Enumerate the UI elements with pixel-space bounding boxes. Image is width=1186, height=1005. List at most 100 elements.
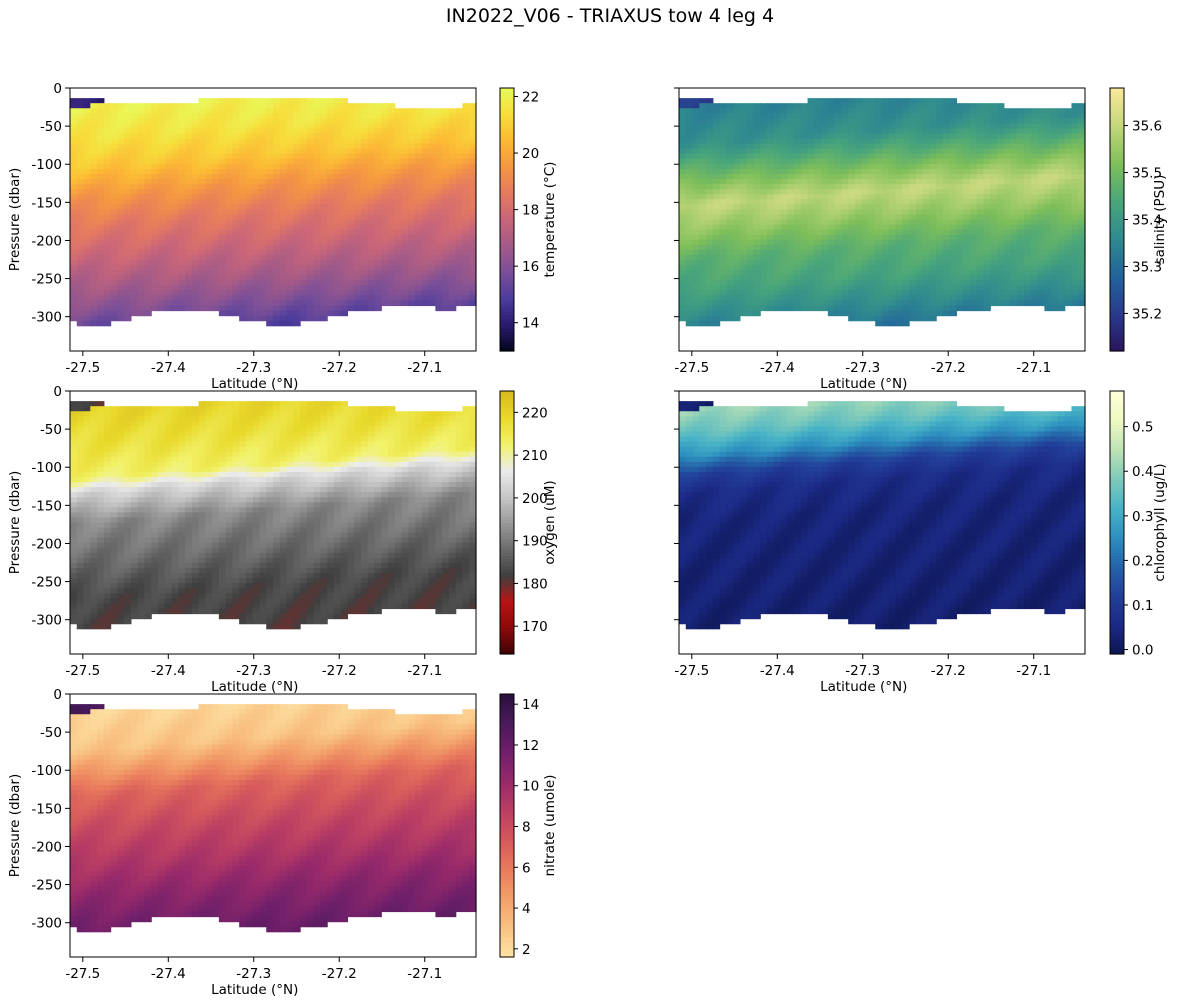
y-axis-label: Pressure (dbar) [7, 168, 23, 271]
colorbar-tick-label: 14 [522, 316, 539, 332]
colorbar-tick-label: 6 [522, 860, 531, 876]
y-axis-label: Pressure (dbar) [7, 774, 23, 877]
colorbar-tick-label: 35.5 [1132, 166, 1162, 182]
x-tick-label: -27.4 [760, 663, 795, 679]
heatmap-field [679, 98, 1086, 327]
colorbar-tick-label: 35.6 [1132, 119, 1162, 135]
colorbar-tick-label: 8 [522, 820, 531, 836]
y-tick-label: -100 [31, 460, 62, 476]
heatmap-field [70, 704, 477, 933]
y-tick-label: -200 [31, 536, 62, 552]
panel-temperature: -27.5 -27.4 -27.3 -27.2 -27.1 0 -50 -100 -150 -20… [7, 81, 558, 392]
colorbar-label: nitrate (umole) [542, 775, 558, 877]
panel-nitrate: -27.5 -27.4 -27.3 -27.2 -27.1 0 -50 -100 -150 -20… [7, 687, 558, 998]
panels: -27.5 -27.4 -27.3 -27.2 -27.1 0 -50 -100 -150 -20… [7, 81, 1168, 998]
colorbar-tick-label: 12 [522, 738, 539, 754]
x-tick-label: -27.4 [151, 966, 186, 982]
x-axis-label: Latitude (°N) [211, 376, 298, 392]
axes-frame [678, 390, 1086, 655]
y-tick-label: -300 [31, 310, 62, 326]
colorbar-tick-label: 0.4 [1132, 464, 1153, 480]
y-tick-label: -50 [40, 725, 62, 741]
panel-oxygen: -27.5 -27.4 -27.3 -27.2 -27.1 0 -50 -100 -150 -20… [7, 384, 558, 695]
x-tick-label: -27.5 [674, 663, 709, 679]
y-tick-label: -150 [31, 801, 62, 817]
heatmap-field [70, 98, 477, 327]
y-tick-label: -250 [31, 878, 62, 894]
colorbar-tick-label: 2 [522, 942, 531, 958]
y-tick-label: -50 [40, 119, 62, 135]
x-tick-label: -27.1 [407, 966, 442, 982]
colorbar: 170 180 190 200 210 220 oxygen (uM) [499, 390, 558, 655]
colorbar: 35.2 35.3 35.4 35.5 35.6 salinity (PSU) [1109, 87, 1168, 352]
x-tick-label: -27.2 [322, 966, 357, 982]
x-tick-label: -27.2 [322, 360, 357, 376]
figure-title: IN2022_V06 - TRIAXUS tow 4 leg 4 [446, 5, 774, 27]
colorbar-tick-label: 0.0 [1132, 643, 1153, 659]
colorbar-tick-label: 0.2 [1132, 553, 1153, 569]
panel-chlorophyll: -27.5 -27.4 -27.3 -27.2 -27.1 Latitude (°N) 0.… [674, 390, 1168, 695]
y-tick-label: -300 [31, 916, 62, 932]
colorbar-tick-label: 0.5 [1132, 420, 1153, 436]
colorbar-tick-label: 170 [522, 619, 548, 635]
y-tick-label: -250 [31, 575, 62, 591]
x-tick-label: -27.2 [322, 663, 357, 679]
x-tick-label: -27.5 [674, 360, 709, 376]
y-tick-label: 0 [53, 81, 62, 97]
x-tick-label: -27.1 [407, 663, 442, 679]
colorbar-tick-label: 20 [522, 146, 539, 162]
colorbar-tick-label: 35.3 [1132, 259, 1162, 275]
heatmap-field [679, 401, 1086, 630]
y-tick-label: -50 [40, 422, 62, 438]
y-tick-label: -150 [31, 498, 62, 514]
colorbar-tick-label: 0.3 [1132, 509, 1153, 525]
colorbar-label: salinity (PSU) [1152, 175, 1168, 265]
colorbar-tick-label: 210 [522, 448, 548, 464]
x-tick-label: -27.5 [65, 663, 100, 679]
colorbar-tick-label: 0.1 [1132, 598, 1153, 614]
colorbar-label: chlorophyll (ug/L) [1152, 463, 1168, 581]
x-axis-label: Latitude (°N) [820, 376, 907, 392]
panel-salinity: -27.5 -27.4 -27.3 -27.2 -27.1 Latitude (°N) 35… [674, 87, 1168, 392]
y-axis-label: Pressure (dbar) [7, 471, 23, 574]
y-tick-label: -200 [31, 233, 62, 249]
heatmap-field [70, 401, 477, 630]
y-tick-label: -100 [31, 763, 62, 779]
colorbar-tick-label: 18 [522, 203, 539, 219]
colorbar-tick-label: 35.2 [1132, 306, 1162, 322]
colorbar-tick-label: 35.4 [1132, 213, 1162, 229]
colorbar-tick-label: 16 [522, 259, 539, 275]
y-tick-label: -300 [31, 613, 62, 629]
x-tick-label: -27.3 [236, 360, 271, 376]
x-tick-label: -27.4 [151, 663, 186, 679]
x-axis-label: Latitude (°N) [211, 982, 298, 998]
colorbar-label: oxygen (uM) [542, 480, 558, 564]
x-tick-label: -27.3 [845, 360, 880, 376]
colorbar-label: temperature (°C) [542, 162, 558, 278]
x-tick-label: -27.5 [65, 966, 100, 982]
colorbar: 0.0 0.1 0.2 0.3 0.4 0.5 chlorophyll (ug/L) [1109, 390, 1168, 659]
colorbar-tick-label: 14 [522, 697, 539, 713]
axes-frame [69, 693, 477, 958]
x-tick-label: -27.5 [65, 360, 100, 376]
axes-frame [678, 87, 1086, 352]
x-tick-label: -27.4 [151, 360, 186, 376]
x-tick-label: -27.1 [1016, 360, 1051, 376]
x-tick-label: -27.3 [845, 663, 880, 679]
x-tick-label: -27.2 [931, 360, 966, 376]
x-tick-label: -27.1 [1016, 663, 1051, 679]
y-tick-label: -100 [31, 157, 62, 173]
colorbar-tick-label: 180 [522, 576, 548, 592]
y-tick-label: -250 [31, 272, 62, 288]
y-tick-label: 0 [53, 687, 62, 703]
x-axis-label: Latitude (°N) [211, 679, 298, 695]
x-axis-label: Latitude (°N) [820, 679, 907, 695]
x-tick-label: -27.4 [760, 360, 795, 376]
y-tick-label: -150 [31, 195, 62, 211]
colorbar-tick-label: 22 [522, 89, 539, 105]
colorbar-tick-label: 190 [522, 534, 548, 550]
x-tick-label: -27.3 [236, 966, 271, 982]
y-tick-label: -200 [31, 839, 62, 855]
x-tick-label: -27.3 [236, 663, 271, 679]
